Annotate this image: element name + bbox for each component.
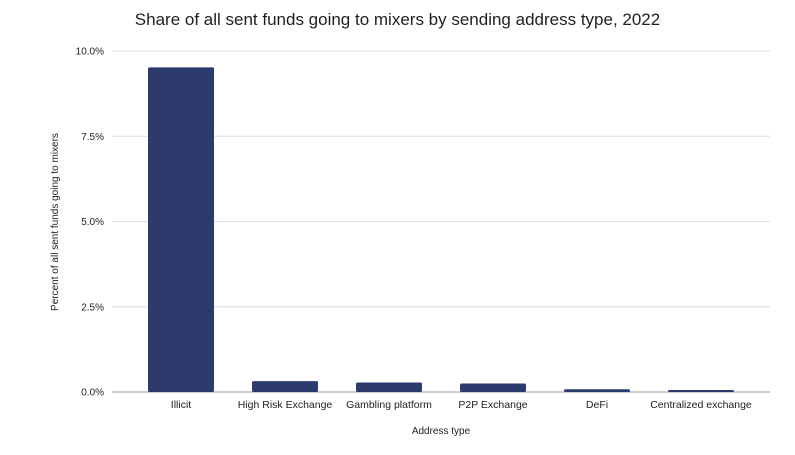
bar-gambling-platform	[356, 382, 422, 392]
y-tick-label: 2.5%	[81, 302, 104, 313]
x-category-label: Gambling platform	[346, 399, 432, 411]
bar-p2p-exchange	[460, 383, 526, 392]
bar-defi	[564, 389, 630, 392]
bar-illicit	[148, 67, 214, 393]
x-axis-title: Address type	[412, 426, 471, 437]
bar-centralized-exchange	[668, 389, 734, 392]
gridlines	[112, 50, 770, 393]
y-tick-label: 7.5%	[81, 132, 104, 143]
x-category-label: P2P Exchange	[458, 399, 527, 411]
y-tick-label: 10.0%	[76, 47, 104, 58]
x-category-label: Illicit	[171, 399, 191, 411]
x-axis-categories: Illicit High Risk Exchange Gambling platfo…	[171, 399, 752, 411]
x-category-label: DeFi	[586, 399, 608, 411]
y-tick-label: 0.0%	[81, 388, 104, 399]
x-category-label: High Risk Exchange	[238, 399, 333, 411]
y-axis-ticks: 0.0% 2.5% 5.0% 7.5% 10.0%	[76, 47, 104, 399]
y-tick-label: 5.0%	[81, 217, 104, 228]
chart-title: Share of all sent funds going to mixers …	[134, 10, 661, 29]
y-axis-title: Percent of all sent funds going to mixer…	[50, 133, 61, 311]
x-category-label: Centralized exchange	[650, 399, 752, 411]
bars	[148, 67, 734, 393]
bar-high-risk-exchange	[252, 381, 318, 392]
